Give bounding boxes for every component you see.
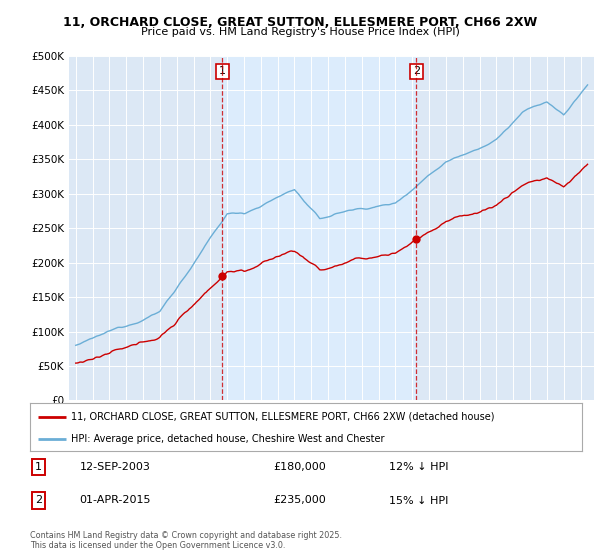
Text: 2: 2 [413,66,420,76]
Text: Price paid vs. HM Land Registry's House Price Index (HPI): Price paid vs. HM Land Registry's House … [140,27,460,37]
Text: 11, ORCHARD CLOSE, GREAT SUTTON, ELLESMERE PORT, CH66 2XW (detached house): 11, ORCHARD CLOSE, GREAT SUTTON, ELLESME… [71,412,495,422]
Text: Contains HM Land Registry data © Crown copyright and database right 2025.
This d: Contains HM Land Registry data © Crown c… [30,531,342,550]
Text: 1: 1 [219,66,226,76]
Text: HPI: Average price, detached house, Cheshire West and Chester: HPI: Average price, detached house, Ches… [71,434,385,444]
Text: 01-APR-2015: 01-APR-2015 [80,496,151,506]
Text: £180,000: £180,000 [273,462,326,472]
Bar [222,56,416,400]
Text: 15% ↓ HPI: 15% ↓ HPI [389,496,448,506]
Text: 12-SEP-2003: 12-SEP-2003 [80,462,151,472]
Text: 11, ORCHARD CLOSE, GREAT SUTTON, ELLESMERE PORT, CH66 2XW: 11, ORCHARD CLOSE, GREAT SUTTON, ELLESME… [63,16,537,29]
Text: 12% ↓ HPI: 12% ↓ HPI [389,462,448,472]
Text: £235,000: £235,000 [273,496,326,506]
Text: 1: 1 [35,462,42,472]
Text: 2: 2 [35,496,42,506]
